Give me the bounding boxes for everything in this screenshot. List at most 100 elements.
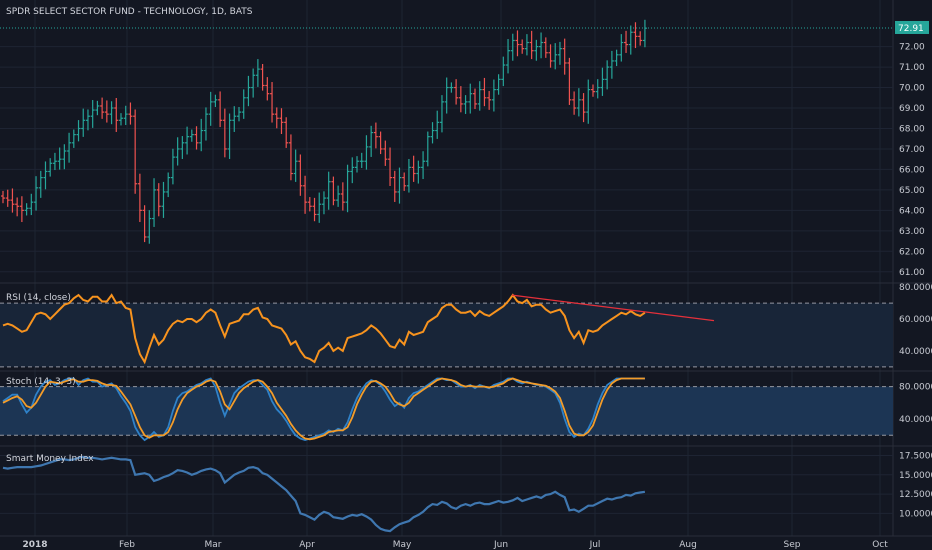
ohlc-bar[interactable]	[161, 181, 166, 218]
ohlc-bar[interactable]	[591, 84, 595, 97]
stoch-d-line[interactable]	[2, 377, 645, 441]
ohlc-bar[interactable]	[421, 151, 426, 180]
ohlc-bar[interactable]	[624, 30, 629, 53]
ohlc-bar[interactable]	[345, 164, 350, 213]
ohlc-bar[interactable]	[605, 60, 610, 90]
ohlc-bar[interactable]	[199, 118, 204, 152]
ohlc-bar[interactable]	[553, 43, 558, 70]
ohlc-bar[interactable]	[402, 172, 407, 191]
ohlc-bar[interactable]	[383, 140, 388, 166]
ohlc-bar[interactable]	[340, 182, 345, 211]
ohlc-bar[interactable]	[170, 148, 175, 185]
ohlc-bar[interactable]	[67, 132, 72, 163]
ohlc-bar[interactable]	[246, 75, 251, 107]
ohlc-bar[interactable]	[81, 108, 86, 137]
ohlc-bar[interactable]	[506, 39, 511, 74]
ohlc-bar[interactable]	[218, 91, 223, 128]
ohlc-bar[interactable]	[572, 91, 577, 115]
ohlc-bar[interactable]	[109, 101, 114, 125]
ohlc-bar[interactable]	[133, 109, 138, 194]
ohlc-bar[interactable]	[600, 67, 605, 96]
ohlc-bar[interactable]	[232, 106, 237, 132]
rsi-trendline[interactable]	[511, 294, 715, 322]
ohlc-bar[interactable]	[260, 64, 265, 91]
ohlc-bar[interactable]	[491, 79, 496, 112]
ohlc-bar[interactable]	[411, 155, 416, 182]
ohlc-bar[interactable]	[326, 171, 331, 210]
ohlc-bar[interactable]	[38, 170, 43, 198]
ohlc-bar[interactable]	[567, 57, 572, 105]
ohlc-bar[interactable]	[628, 25, 633, 55]
ohlc-bar[interactable]	[95, 100, 100, 116]
ohlc-bar[interactable]	[520, 39, 525, 54]
ohlc-bar[interactable]	[137, 173, 142, 223]
ohlc-bar[interactable]	[557, 41, 562, 65]
ohlc-bar[interactable]	[279, 108, 284, 135]
ohlc-bar[interactable]	[609, 50, 614, 79]
ohlc-bar[interactable]	[364, 135, 369, 170]
ohlc-bar[interactable]	[48, 158, 53, 177]
ohlc-bar[interactable]	[425, 131, 430, 167]
ohlc-bar[interactable]	[175, 137, 180, 166]
ohlc-bar[interactable]	[288, 134, 293, 181]
ohlc-bar[interactable]	[284, 117, 289, 148]
ohlc-bar[interactable]	[350, 157, 355, 184]
ohlc-bar[interactable]	[321, 191, 326, 215]
ohlc-bar[interactable]	[152, 178, 157, 227]
ohlc-bar[interactable]	[119, 113, 123, 126]
ohlc-bar[interactable]	[123, 105, 128, 126]
ohlc-bar[interactable]	[548, 44, 553, 68]
ohlc-bar[interactable]	[515, 30, 520, 57]
ohlc-bar[interactable]	[633, 22, 638, 49]
ohlc-bar[interactable]	[468, 83, 473, 114]
ohlc-bar[interactable]	[312, 197, 317, 222]
ohlc-bar[interactable]	[71, 129, 76, 148]
ohlc-bar[interactable]	[586, 79, 591, 124]
ohlc-bar[interactable]	[100, 97, 105, 119]
ohlc-bar[interactable]	[454, 79, 459, 105]
ohlc-bar[interactable]	[241, 89, 246, 119]
ohlc-bar[interactable]	[303, 175, 308, 214]
ohlc-bar[interactable]	[576, 88, 581, 117]
ohlc-bar[interactable]	[501, 56, 506, 87]
ohlc-bar[interactable]	[458, 86, 463, 113]
ohlc-bar[interactable]	[203, 107, 208, 141]
ohlc-bar[interactable]	[416, 160, 421, 184]
ohlc-bar[interactable]	[444, 77, 449, 114]
ohlc-bar[interactable]	[147, 210, 152, 244]
ohlc-bar[interactable]	[62, 144, 67, 170]
ohlc-bar[interactable]	[614, 49, 619, 67]
price-pane[interactable]	[0, 19, 893, 244]
ohlc-bar[interactable]	[24, 203, 29, 216]
ohlc-bar[interactable]	[595, 79, 600, 99]
ohlc-bar[interactable]	[638, 31, 643, 46]
ohlc-bar[interactable]	[156, 183, 161, 217]
ohlc-bar[interactable]	[336, 185, 341, 207]
ohlc-bar[interactable]	[373, 122, 378, 149]
stoch-pane[interactable]	[0, 377, 893, 442]
ohlc-bar[interactable]	[307, 197, 312, 212]
ohlc-bar[interactable]	[76, 120, 81, 142]
ohlc-bar[interactable]	[369, 125, 374, 157]
ohlc-bar[interactable]	[473, 88, 477, 110]
ohlc-bar[interactable]	[539, 32, 544, 59]
ohlc-bar[interactable]	[213, 94, 218, 107]
ohlc-bar[interactable]	[355, 156, 359, 173]
ohlc-bar[interactable]	[482, 77, 487, 107]
ohlc-bar[interactable]	[524, 34, 529, 56]
ohlc-bar[interactable]	[435, 110, 440, 139]
ohlc-bar[interactable]	[293, 149, 298, 182]
ohlc-bar[interactable]	[298, 154, 303, 196]
ohlc-bar[interactable]	[43, 161, 48, 190]
ohlc-bar[interactable]	[255, 59, 260, 87]
ohlc-bar[interactable]	[543, 37, 548, 58]
ohlc-bar[interactable]	[85, 109, 90, 131]
ohlc-bar[interactable]	[189, 129, 194, 142]
ohlc-bar[interactable]	[5, 189, 10, 207]
ohlc-bar[interactable]	[392, 170, 397, 202]
ohlc-bar[interactable]	[274, 107, 279, 129]
ohlc-bar[interactable]	[15, 197, 20, 217]
ohlc-bar[interactable]	[534, 39, 539, 61]
ohlc-bar[interactable]	[180, 136, 185, 159]
